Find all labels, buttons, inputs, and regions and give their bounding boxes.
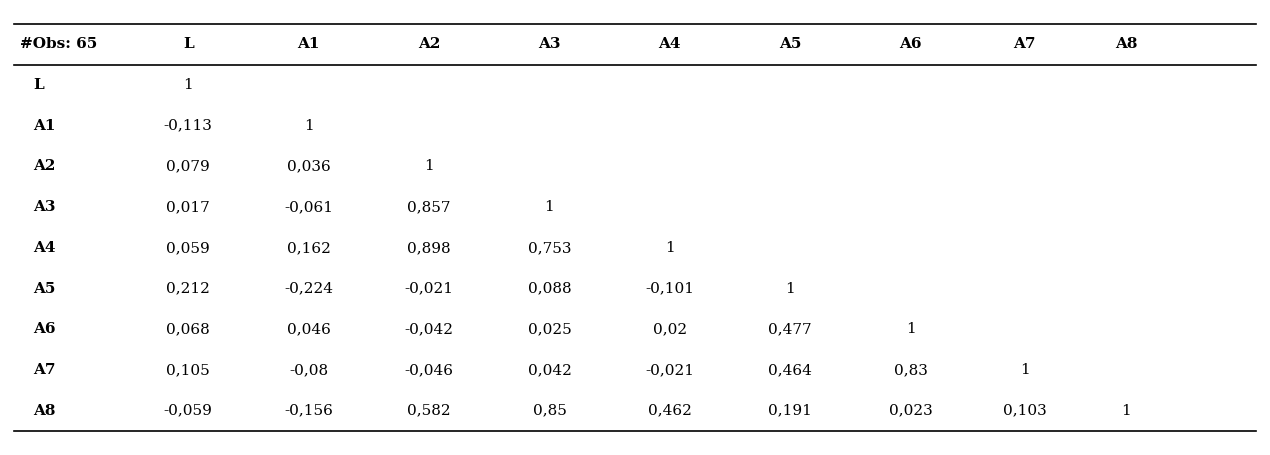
Text: A2: A2	[418, 37, 441, 51]
Text: 0,036: 0,036	[287, 159, 330, 173]
Text: -0,059: -0,059	[164, 404, 213, 418]
Text: 0,02: 0,02	[653, 322, 687, 336]
Text: 0,046: 0,046	[287, 322, 330, 336]
Text: 0,477: 0,477	[768, 322, 812, 336]
Text: -0,061: -0,061	[284, 200, 333, 214]
Text: 1: 1	[1020, 363, 1030, 377]
Text: 1: 1	[1121, 404, 1130, 418]
Text: A1: A1	[33, 119, 56, 133]
Text: 0,025: 0,025	[527, 322, 572, 336]
Text: #Obs: 65: #Obs: 65	[20, 37, 98, 51]
Text: 0,464: 0,464	[768, 363, 813, 377]
Text: 0,105: 0,105	[166, 363, 210, 377]
Text: A1: A1	[297, 37, 320, 51]
Text: 0,059: 0,059	[166, 241, 210, 255]
Text: A8: A8	[1115, 37, 1138, 51]
Text: 0,898: 0,898	[408, 241, 451, 255]
Text: 1: 1	[424, 159, 434, 173]
Text: A6: A6	[899, 37, 922, 51]
Text: L: L	[33, 78, 44, 92]
Text: 0,079: 0,079	[166, 159, 210, 173]
Text: -0,101: -0,101	[645, 282, 695, 296]
Text: A2: A2	[33, 159, 56, 173]
Text: -0,021: -0,021	[645, 363, 695, 377]
Text: 0,85: 0,85	[532, 404, 566, 418]
Text: 1: 1	[906, 322, 916, 336]
Text: -0,08: -0,08	[290, 363, 328, 377]
Text: 1: 1	[183, 78, 193, 92]
Text: 0,017: 0,017	[166, 200, 210, 214]
Text: 1: 1	[665, 241, 674, 255]
Text: A3: A3	[538, 37, 561, 51]
Text: 0,068: 0,068	[166, 322, 210, 336]
Text: -0,021: -0,021	[405, 282, 453, 296]
Text: -0,224: -0,224	[284, 282, 333, 296]
Text: A6: A6	[33, 322, 56, 336]
Text: A4: A4	[33, 241, 56, 255]
Text: 0,212: 0,212	[166, 282, 211, 296]
Text: A4: A4	[659, 37, 681, 51]
Text: 0,857: 0,857	[408, 200, 451, 214]
Text: 0,103: 0,103	[1003, 404, 1046, 418]
Text: -0,156: -0,156	[284, 404, 333, 418]
Text: 1: 1	[545, 200, 554, 214]
Text: A7: A7	[33, 363, 56, 377]
Text: L: L	[183, 37, 194, 51]
Text: 0,191: 0,191	[768, 404, 813, 418]
Text: A3: A3	[33, 200, 56, 214]
Text: 0,83: 0,83	[894, 363, 927, 377]
Text: 1: 1	[304, 119, 314, 133]
Text: 1: 1	[785, 282, 795, 296]
Text: 0,462: 0,462	[648, 404, 692, 418]
Text: -0,046: -0,046	[405, 363, 453, 377]
Text: A7: A7	[1013, 37, 1036, 51]
Text: 0,162: 0,162	[287, 241, 330, 255]
Text: A5: A5	[33, 282, 56, 296]
Text: 0,753: 0,753	[528, 241, 572, 255]
Text: 0,582: 0,582	[408, 404, 451, 418]
Text: 0,042: 0,042	[527, 363, 572, 377]
Text: -0,113: -0,113	[164, 119, 213, 133]
Text: -0,042: -0,042	[405, 322, 453, 336]
Text: A8: A8	[33, 404, 56, 418]
Text: 0,088: 0,088	[527, 282, 572, 296]
Text: A5: A5	[779, 37, 801, 51]
Text: 0,023: 0,023	[889, 404, 932, 418]
